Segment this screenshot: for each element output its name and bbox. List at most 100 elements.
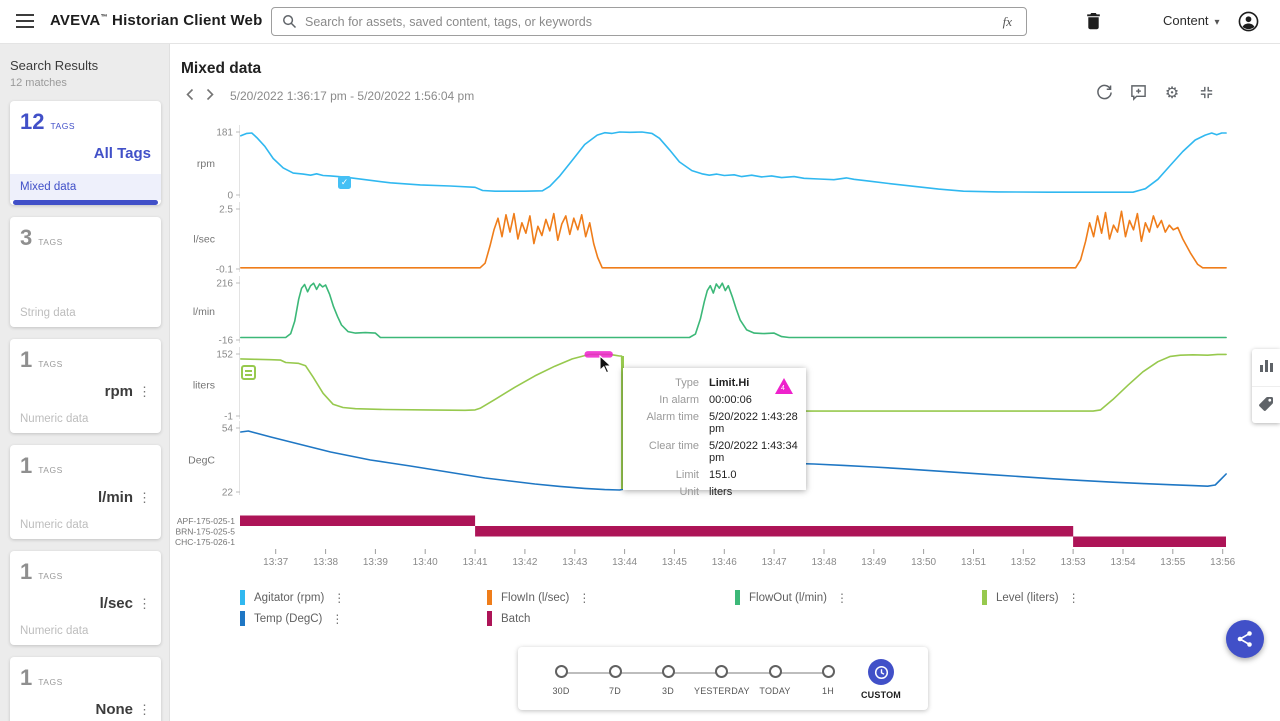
sidebar-card-all-tags[interactable]: 12 TAGS All Tags Mixed data [10, 101, 161, 205]
kebab-menu-icon[interactable]: ⋮ [138, 490, 151, 505]
legend-swatch [487, 611, 492, 626]
time-option-3d[interactable]: 3D [641, 665, 695, 696]
radio-icon[interactable] [821, 665, 835, 678]
clock-icon[interactable] [868, 659, 894, 685]
selection-indicator [13, 200, 158, 205]
next-period-icon[interactable] [200, 88, 220, 104]
tooltip-value: 5/20/2022 1:43:28 pm [709, 411, 798, 435]
tooltip-label: Clear time [648, 440, 699, 452]
collapse-icon[interactable] [1196, 84, 1216, 104]
search-results-title: Search Results [10, 58, 99, 73]
search-icon [283, 15, 297, 29]
share-button[interactable] [1226, 620, 1264, 658]
add-comment-icon[interactable] [1128, 84, 1148, 104]
refresh-icon[interactable] [1094, 84, 1114, 104]
chevron-down-icon: ▾ [1214, 17, 1220, 28]
legend-item-temp: Temp (DegC) ⋮ [240, 611, 343, 626]
card-footer: Numeric data [20, 519, 89, 531]
note-annotation-icon[interactable] [241, 365, 256, 380]
legend-item-batch: Batch [487, 611, 530, 626]
card-footer: Numeric data [20, 413, 89, 425]
legend-swatch [982, 590, 987, 605]
tag-count: 3 [20, 225, 33, 250]
legend-label: Agitator (rpm) [254, 591, 325, 604]
kebab-menu-icon[interactable]: ⋮ [835, 590, 848, 605]
tag-count-label: TAGS [50, 121, 75, 131]
tag-count: 1 [20, 559, 33, 584]
account-icon[interactable] [1238, 11, 1259, 35]
time-option-label: YESTERDAY [694, 686, 750, 696]
sidebar-card-lmin[interactable]: 1 TAGS l/min ⋮ Numeric data [10, 445, 161, 539]
radio-icon[interactable] [661, 665, 675, 678]
kebab-menu-icon[interactable]: ⋮ [331, 611, 344, 626]
trash-icon[interactable] [1086, 12, 1101, 33]
sidebar-card-none[interactable]: 1 TAGS None ⋮ [10, 657, 161, 721]
page-title: Mixed data [181, 60, 262, 77]
search-input[interactable] [305, 14, 999, 29]
time-option-yesterday[interactable]: YESTERDAY [694, 665, 750, 696]
time-range-track [561, 672, 828, 674]
card-title: None [95, 701, 134, 718]
radio-icon[interactable] [554, 665, 568, 678]
tooltip-value: 151.0 [709, 469, 737, 481]
time-option-label: TODAY [759, 686, 791, 696]
chart-options-icon[interactable] [1252, 349, 1280, 386]
date-range-label: 5/20/2022 1:36:17 pm - 5/20/2022 1:56:04… [230, 89, 475, 103]
sidebar-card-rpm[interactable]: 1 TAGS rpm ⋮ Numeric data [10, 339, 161, 433]
legend-swatch [240, 590, 245, 605]
date-navigation: 5/20/2022 1:36:17 pm - 5/20/2022 1:56:04… [180, 88, 474, 104]
tag-count: 12 [20, 109, 45, 134]
kebab-menu-icon[interactable]: ⋮ [138, 702, 151, 717]
sidebar-card-lsec[interactable]: 1 TAGS l/sec ⋮ Numeric data [10, 551, 161, 645]
acknowledged-annotation-icon[interactable]: ✓ [338, 176, 351, 189]
kebab-menu-icon[interactable]: ⋮ [333, 590, 346, 605]
time-option-label: 3D [662, 686, 674, 696]
radio-icon[interactable] [608, 665, 622, 678]
search-results-count: 12 matches [10, 77, 67, 89]
radio-icon[interactable] [714, 665, 728, 678]
sidebar: Search Results 12 matches 12 TAGS All Tag… [0, 44, 170, 721]
time-option-1h[interactable]: 1H [801, 665, 855, 696]
kebab-menu-icon[interactable]: ⋮ [138, 596, 151, 611]
kebab-menu-icon[interactable]: ⋮ [1067, 590, 1080, 605]
tag-count: 1 [20, 347, 33, 372]
legend-swatch [240, 611, 245, 626]
sidebar-card-string-data[interactable]: 3 TAGS String data [10, 217, 161, 327]
tooltip-label: In alarm [659, 394, 699, 406]
card-title: l/min [97, 489, 133, 506]
tag-count: 1 [20, 665, 33, 690]
card-title: All Tags [93, 145, 151, 162]
time-option-custom[interactable]: CUSTOM [854, 659, 908, 700]
tag-count: 1 [20, 453, 33, 478]
time-option-7d[interactable]: 7D [588, 665, 642, 696]
radio-icon[interactable] [768, 665, 782, 678]
search-box[interactable]: fx [271, 7, 1027, 36]
menu-icon[interactable] [16, 14, 34, 28]
app-bar: AVEVA™ Historian Client Web fx Content▾ [0, 0, 1280, 44]
time-option-today[interactable]: TODAY [748, 665, 802, 696]
fx-expression-icon[interactable]: fx [1002, 13, 1012, 29]
card-footer: Numeric data [20, 625, 89, 637]
time-option-label: 7D [609, 686, 621, 696]
tooltip-label: Type [675, 377, 699, 389]
previous-period-icon[interactable] [180, 88, 200, 104]
alarm-tooltip: Type Limit.Hi In alarm 00:00:06 Alarm time… [623, 368, 806, 498]
app-title: AVEVA™ Historian Client Web [50, 12, 263, 29]
settings-gear-icon[interactable]: ⚙ [1162, 84, 1182, 104]
card-content-link[interactable]: Mixed data [10, 174, 161, 200]
kebab-menu-icon[interactable]: ⋮ [138, 384, 151, 399]
tag-count-label: TAGS [38, 359, 63, 369]
legend-item-flowin: FlowIn (l/sec) ⋮ [487, 590, 590, 605]
tag-count-label: TAGS [38, 237, 63, 247]
time-option-30d[interactable]: 30D [534, 665, 588, 696]
tag-count-label: TAGS [38, 677, 63, 687]
kebab-menu-icon[interactable]: ⋮ [578, 590, 591, 605]
tags-icon[interactable] [1252, 386, 1280, 423]
time-range-selector: 30D 7D 3D YESTERDAY TODAY 1H CUSTOM [518, 647, 928, 710]
tag-count-label: TAGS [38, 571, 63, 581]
content-menu[interactable]: Content ▾ [1163, 13, 1220, 28]
tooltip-label: Alarm time [646, 411, 699, 423]
tooltip-value: Limit.Hi [709, 377, 750, 389]
card-title: rpm [104, 383, 133, 400]
